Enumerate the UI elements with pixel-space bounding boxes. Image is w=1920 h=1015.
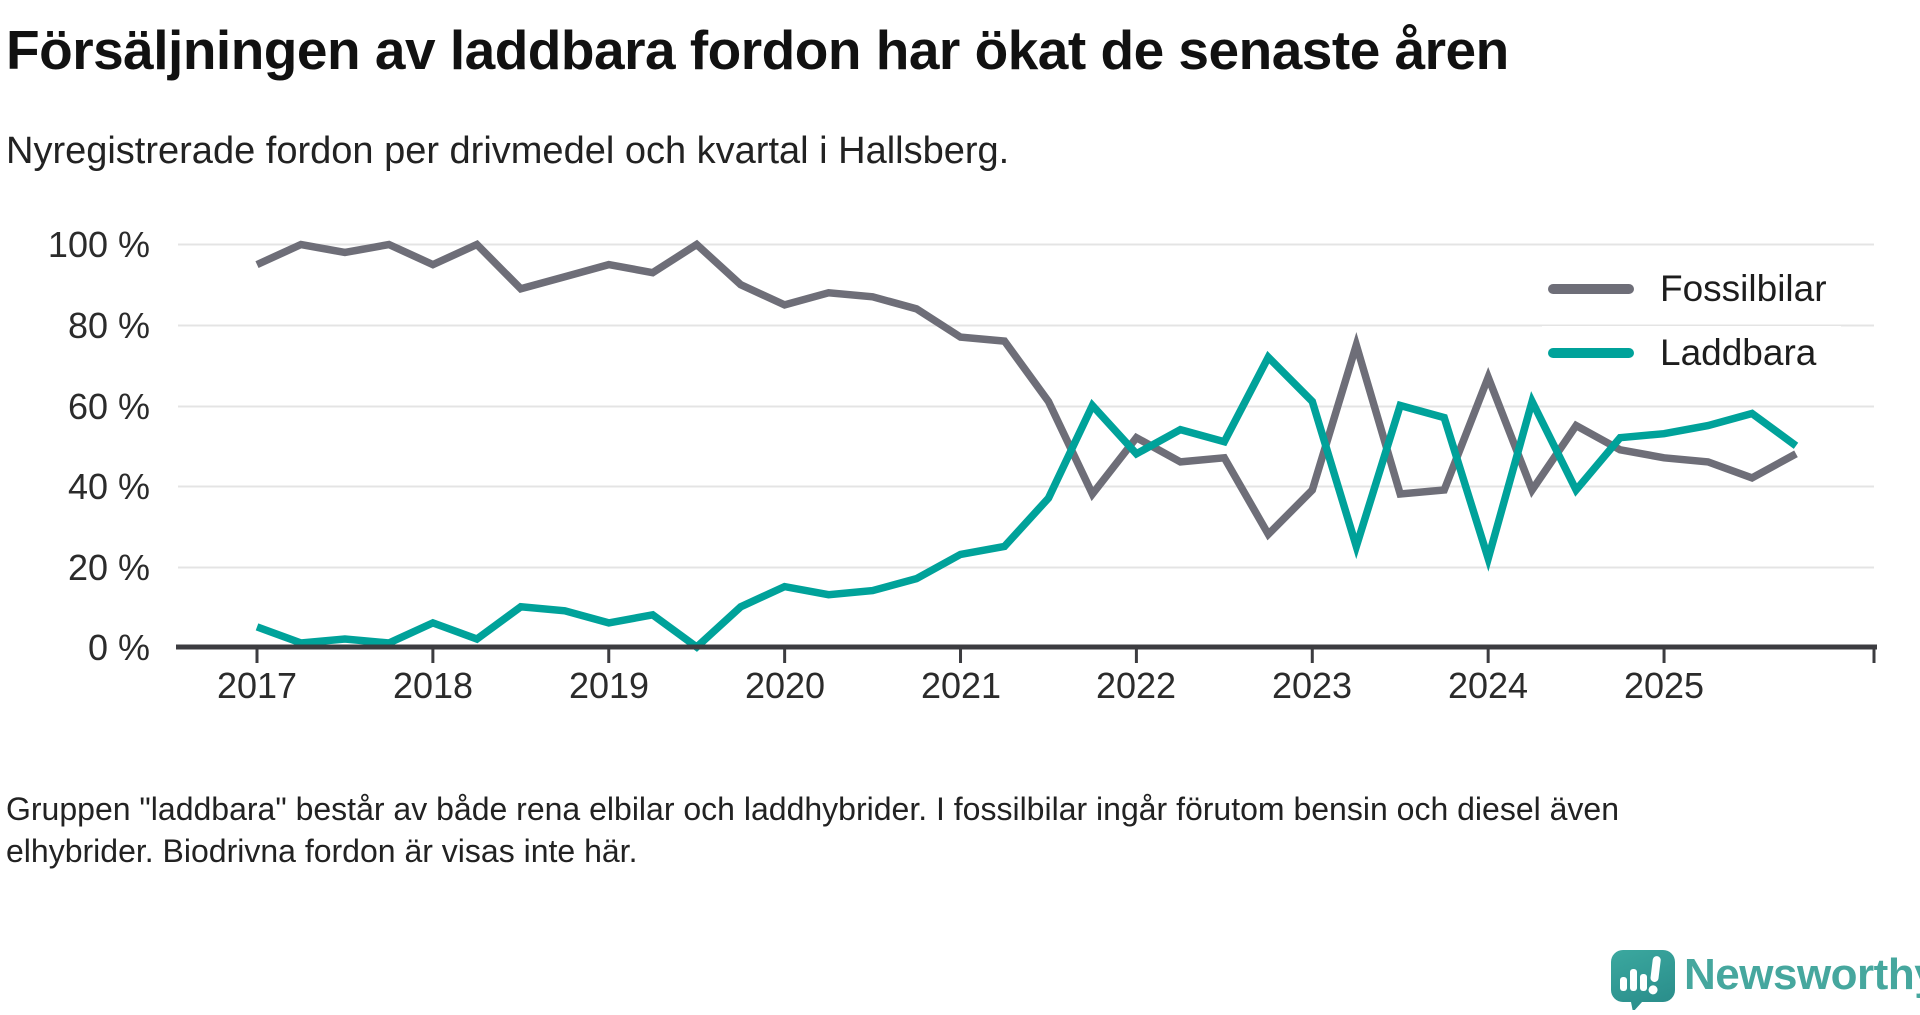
x-axis-label: 2021: [920, 665, 1002, 706]
x-axis-label: 2023: [1271, 665, 1353, 706]
fossilbilar-line-swatch: [1548, 284, 1634, 294]
y-axis-label: 100 %: [47, 224, 150, 265]
legend: Fossilbilar Laddbara: [1542, 262, 1841, 380]
y-axis-label: 80 %: [67, 305, 150, 346]
chart-title: Försäljningen av laddbara fordon har öka…: [6, 19, 1509, 81]
x-axis: [176, 644, 1877, 663]
footnote-line-2: elhybrider. Biodrivna fordon är visas in…: [6, 833, 638, 870]
x-axis-label: 2025: [1623, 665, 1705, 706]
legend-label-fossilbilar: Fossilbilar: [1660, 268, 1827, 309]
x-axis-label: 2018: [392, 665, 474, 706]
newsworthy-logo: Newsworthy: [1608, 944, 1920, 1012]
legend-label-laddbara: Laddbara: [1660, 332, 1817, 373]
y-axis-label: 40 %: [67, 466, 150, 507]
footnote: Gruppen "laddbara" består av både rena e…: [6, 788, 1886, 872]
footnote-line-1: Gruppen "laddbara" består av både rena e…: [6, 791, 1620, 827]
legend-item-laddbara: Laddbara: [1542, 326, 1841, 380]
newsworthy-wordmark: Newsworthy: [1684, 950, 1920, 999]
x-axis-label: 2022: [1095, 665, 1177, 706]
chart-subtitle: Nyregistrerade fordon per drivmedel och …: [6, 130, 1010, 172]
x-axis-label: 2019: [568, 665, 650, 706]
legend-item-fossilbilar: Fossilbilar: [1542, 262, 1841, 316]
y-axis-label: 60 %: [67, 386, 150, 427]
gridlines: [178, 243, 1874, 569]
x-axis-label: 2017: [216, 665, 298, 706]
series-line-laddbara: [255, 350, 1799, 652]
series-line-fossilbilar: [255, 239, 1798, 541]
chart-series-lines: [255, 239, 1799, 652]
exclamation-glyph: [1648, 956, 1661, 995]
laddbara-line-swatch: [1548, 348, 1634, 358]
bar-chart-glyph: [1620, 969, 1647, 991]
newsworthy-logo-icon: [1611, 950, 1675, 1012]
y-axis-label: 0 %: [87, 627, 150, 668]
x-axis-label: 2024: [1447, 665, 1529, 706]
x-axis-label: 2020: [744, 665, 826, 706]
y-axis-label: 20 %: [67, 547, 150, 588]
